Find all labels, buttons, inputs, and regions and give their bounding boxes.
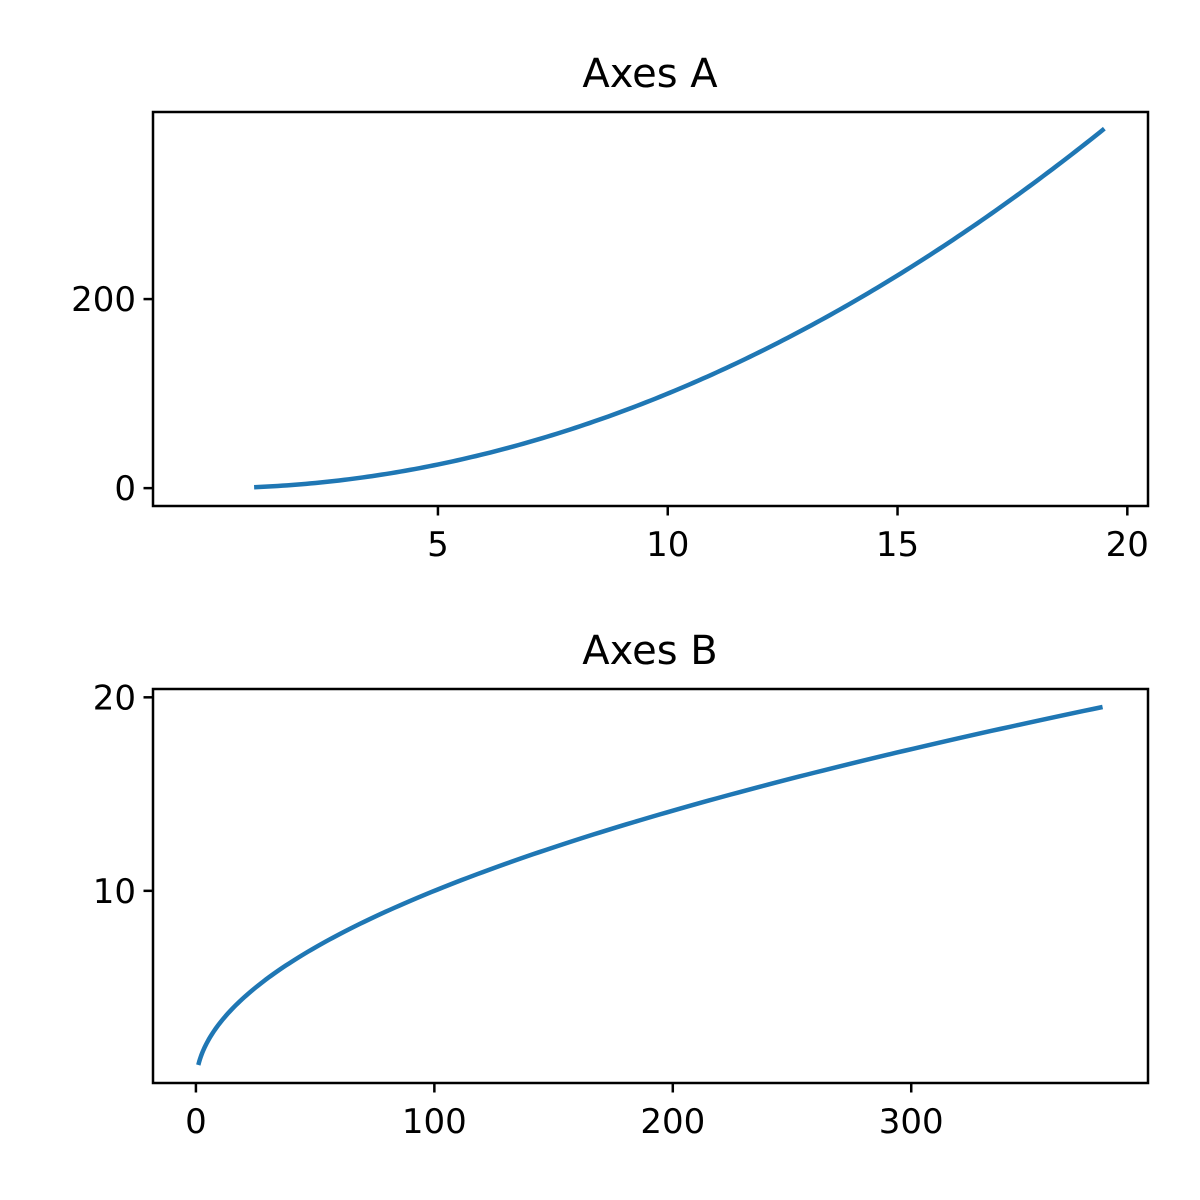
axes-b-y-tick-label-1: 20 [93, 678, 136, 718]
axes-b-title: Axes B [582, 628, 717, 674]
axes-b-ticks: 0 100 200 300 10 20 [93, 678, 944, 1142]
axes-a-x-tick-label-0: 5 [427, 525, 449, 565]
axes-b-x-tick-label-3: 300 [879, 1102, 944, 1142]
axes-b-x-tick-label-1: 100 [402, 1102, 467, 1142]
axes-a-series-line-0 [254, 126, 1106, 490]
axes-b-x-tick-label-2: 200 [640, 1102, 705, 1142]
axes-a-title: Axes A [582, 51, 718, 97]
axes-a-x-tick-label-2: 15 [876, 525, 919, 565]
axes-a-x-tick-label-3: 20 [1106, 525, 1149, 565]
axes-b-plot-area [196, 704, 1104, 1066]
axes-a-y-tick-label-0: 0 [114, 469, 136, 509]
axes-b-y-tick-label-0: 10 [93, 872, 136, 912]
axes-b-x-tick-label-0: 0 [185, 1102, 207, 1142]
axes-b: Axes B 0 100 200 300 10 20 [93, 628, 1150, 1142]
axes-a-plot-area [254, 126, 1106, 490]
axes-a-y-tick-label-1: 200 [71, 280, 136, 320]
axes-a-frame [151, 110, 1150, 508]
axes-b-series-line-0 [196, 704, 1104, 1066]
axes-b-frame [151, 687, 1150, 1085]
axes-a-x-tick-label-1: 10 [646, 525, 689, 565]
